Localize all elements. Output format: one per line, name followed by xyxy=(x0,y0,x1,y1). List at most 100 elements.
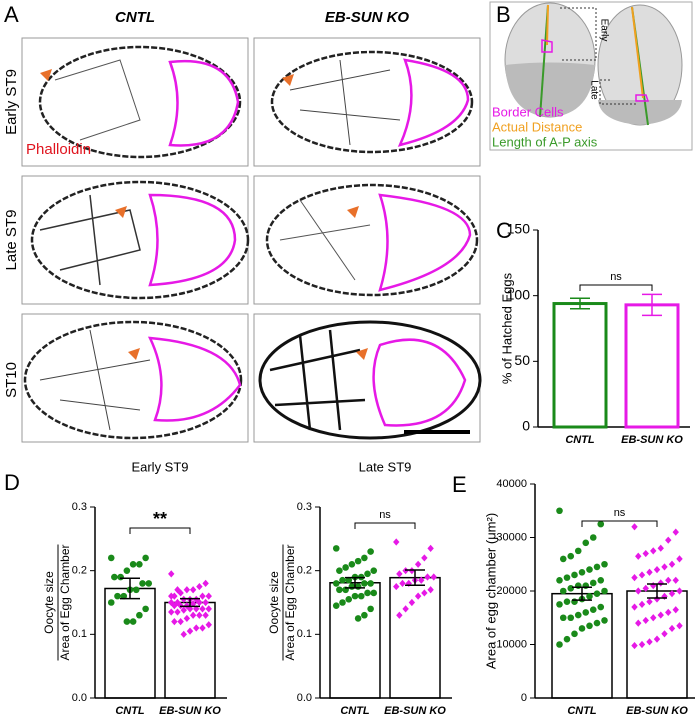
y-tick-label: 0.3 xyxy=(72,501,87,513)
significance-label: ns xyxy=(614,507,626,519)
data-point xyxy=(354,615,362,622)
data-point xyxy=(638,571,646,579)
bar xyxy=(389,576,441,699)
data-point xyxy=(183,614,191,623)
data-point xyxy=(657,579,664,587)
data-point xyxy=(361,611,368,619)
data-point xyxy=(177,618,184,626)
data-point xyxy=(574,547,582,555)
data-point xyxy=(332,545,340,552)
data-point xyxy=(107,599,115,606)
data-point xyxy=(424,573,431,581)
data-point xyxy=(361,580,368,587)
data-point xyxy=(597,603,605,611)
data-point xyxy=(168,598,175,607)
data-point xyxy=(123,618,131,625)
data-point xyxy=(361,554,368,562)
data-point xyxy=(205,621,212,629)
data-point xyxy=(593,619,601,627)
data-point xyxy=(650,547,657,555)
panel-label: E xyxy=(452,472,467,497)
y-tick-label: 40000 xyxy=(496,478,527,490)
data-point xyxy=(593,563,601,571)
data-point xyxy=(559,614,567,622)
data-point xyxy=(345,596,353,603)
data-point xyxy=(139,580,146,587)
data-point xyxy=(597,520,605,528)
data-point xyxy=(646,598,653,606)
data-point xyxy=(370,567,378,574)
data-point xyxy=(586,622,593,630)
data-point xyxy=(393,582,400,591)
y-tick-label: 0 xyxy=(522,418,530,434)
micrographs xyxy=(21,37,482,443)
data-point xyxy=(129,561,137,568)
data-point xyxy=(136,611,143,619)
data-point xyxy=(348,583,356,590)
data-point xyxy=(351,592,359,600)
data-point xyxy=(665,608,672,616)
data-point xyxy=(345,576,353,584)
data-point xyxy=(638,600,646,608)
data-point xyxy=(676,622,683,630)
data-point xyxy=(642,584,649,592)
significance-bracket xyxy=(354,522,416,529)
data-point xyxy=(589,579,597,587)
legend-entry: Actual Distance xyxy=(492,119,582,134)
data-point xyxy=(571,630,578,638)
data-point xyxy=(556,507,563,515)
egg-diagram xyxy=(504,2,683,126)
data-point xyxy=(174,608,181,616)
data-point xyxy=(657,544,664,552)
panel-label: D xyxy=(4,470,20,495)
y-tick-label: 0 xyxy=(521,692,527,704)
data-point xyxy=(367,548,374,555)
row-label: ST10 xyxy=(3,362,20,398)
data-point xyxy=(177,589,184,597)
data-point xyxy=(189,611,197,619)
data-point xyxy=(142,605,149,613)
data-point xyxy=(597,577,605,584)
data-point xyxy=(199,592,206,600)
data-point xyxy=(348,561,356,568)
panel-label: C xyxy=(496,218,512,243)
significance-label: ns xyxy=(610,271,622,283)
data-point xyxy=(180,630,187,638)
data-point xyxy=(396,611,403,619)
data-point xyxy=(114,592,121,600)
data-point xyxy=(408,598,416,607)
data-point xyxy=(601,587,608,595)
y-tick-label: 100 xyxy=(507,286,531,302)
x-tick-label: EB-SUN KO xyxy=(626,705,688,717)
data-point xyxy=(142,554,149,562)
y-tick-label: 0.0 xyxy=(72,692,87,704)
data-point xyxy=(168,592,175,600)
x-tick-label: EB-SUN KO xyxy=(159,705,221,717)
data-point xyxy=(556,601,563,608)
data-point xyxy=(354,583,362,590)
data-point xyxy=(586,593,593,600)
data-point xyxy=(183,586,191,594)
data-point xyxy=(168,608,175,616)
x-tick-label: EB-SUN KO xyxy=(384,705,446,717)
data-point xyxy=(129,618,137,625)
data-point xyxy=(364,589,371,597)
y-tick-label: 0.1 xyxy=(297,628,312,640)
data-point xyxy=(336,586,343,594)
data-point xyxy=(402,605,409,613)
significance-bracket xyxy=(129,527,191,534)
y-tick-label: 20000 xyxy=(496,585,527,597)
data-point xyxy=(186,605,194,613)
chart-title: Early ST9 xyxy=(131,459,188,474)
data-point xyxy=(601,560,608,568)
data-point xyxy=(117,573,124,581)
row-label: Late ST9 xyxy=(3,210,20,271)
data-point xyxy=(650,582,657,590)
data-point xyxy=(421,554,428,562)
legend-entry: Length of A-P axis xyxy=(492,134,598,149)
data-point xyxy=(676,587,683,595)
error-bar xyxy=(345,576,365,589)
data-point xyxy=(427,544,434,552)
column-header: CNTL xyxy=(115,9,155,26)
